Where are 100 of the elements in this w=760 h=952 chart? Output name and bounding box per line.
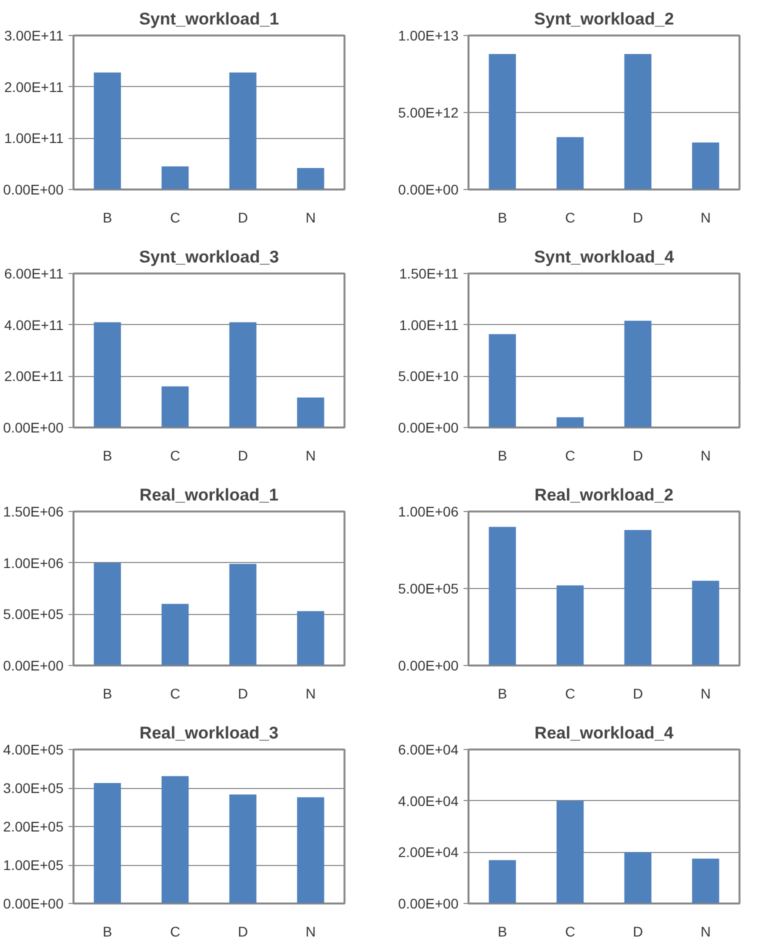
y-tick-label: 4.00E+04	[398, 792, 459, 809]
x-tick-label: D	[632, 448, 643, 464]
bar	[624, 852, 652, 904]
y-tick-label: 2.00E+11	[4, 368, 64, 384]
bar	[94, 562, 121, 666]
x-tick-label: C	[565, 686, 576, 702]
chart-title: Real_workload_2	[534, 486, 674, 504]
bar	[162, 776, 189, 904]
y-tick-label: 5.00E+12	[398, 104, 459, 120]
bar	[94, 322, 121, 428]
y-tick-label: 2.00E+05	[3, 818, 64, 834]
x-tick-label: D	[632, 210, 643, 226]
x-tick-label: B	[498, 210, 508, 226]
bar	[94, 72, 121, 190]
bar	[297, 168, 324, 190]
y-tick-label: 1.00E+13	[398, 28, 459, 44]
y-tick-label: 1.00E+05	[3, 857, 64, 873]
y-tick-label: 1.50E+11	[399, 266, 459, 282]
y-tick-label: 2.00E+11	[4, 78, 64, 95]
y-tick-label: 4.00E+11	[4, 316, 64, 333]
y-tick-label: 0.00E+00	[398, 896, 459, 912]
bar	[624, 54, 652, 190]
x-tick-label: C	[170, 686, 180, 702]
bar	[297, 797, 324, 904]
x-tick-label: N	[700, 210, 711, 226]
y-tick-label: 5.00E+05	[398, 580, 459, 596]
x-tick-label: B	[102, 686, 112, 702]
bar	[162, 386, 189, 428]
bar	[624, 320, 652, 428]
y-tick-label: 3.00E+05	[3, 780, 64, 796]
x-tick-label: N	[700, 924, 711, 940]
x-tick-label: B	[498, 924, 508, 940]
y-tick-label: 5.00E+10	[398, 368, 459, 384]
x-tick-label: C	[565, 448, 576, 464]
y-tick-label: 1.00E+06	[3, 554, 64, 571]
x-tick-label: N	[306, 924, 316, 940]
bar	[556, 585, 584, 666]
x-tick-label: D	[238, 210, 248, 226]
x-tick-label: B	[498, 448, 508, 464]
y-tick-label: 2.00E+04	[398, 844, 459, 860]
y-tick-label: 0.00E+00	[398, 420, 459, 436]
bar	[488, 54, 516, 190]
x-tick-label: B	[498, 686, 508, 702]
bar	[556, 137, 584, 190]
y-tick-label: 0.00E+00	[398, 658, 459, 674]
bar	[692, 858, 720, 904]
x-tick-label: N	[306, 686, 316, 702]
bar	[162, 166, 189, 190]
chart-title: Synt_workload_2	[534, 10, 674, 28]
x-tick-label: B	[102, 924, 112, 940]
x-tick-label: N	[700, 448, 711, 464]
x-tick-label: D	[238, 448, 248, 464]
y-tick-label: 0.00E+00	[3, 896, 64, 912]
x-tick-label: D	[238, 686, 248, 702]
y-tick-label: 0.00E+00	[3, 658, 64, 674]
x-tick-label: N	[700, 686, 711, 702]
bar	[624, 530, 652, 666]
y-tick-label: 1.00E+11	[4, 130, 64, 146]
chart-title: Synt_workload_1	[139, 10, 279, 28]
x-tick-label: N	[306, 210, 316, 226]
y-tick-label: 3.00E+11	[4, 28, 64, 44]
y-tick-label: 6.00E+04	[398, 742, 459, 758]
bar	[488, 334, 516, 428]
x-tick-label: D	[238, 924, 248, 940]
bar	[94, 782, 121, 904]
chart-title: Synt_workload_3	[139, 248, 279, 266]
x-tick-label: B	[102, 448, 112, 464]
bar	[229, 794, 256, 904]
bar	[692, 580, 720, 666]
x-tick-label: D	[632, 924, 643, 940]
bar	[488, 860, 516, 904]
y-tick-label: 0.00E+00	[3, 420, 64, 436]
bar	[229, 322, 256, 428]
y-tick-label: 0.00E+00	[398, 182, 459, 198]
y-tick-label: 1.00E+06	[398, 504, 459, 520]
x-tick-label: B	[102, 210, 112, 226]
bar	[297, 611, 324, 666]
x-tick-label: C	[565, 210, 576, 226]
bar	[229, 72, 256, 190]
x-tick-label: D	[632, 686, 643, 702]
bar	[162, 604, 189, 666]
x-tick-label: C	[170, 924, 180, 940]
y-tick-label: 1.50E+06	[3, 504, 64, 520]
y-tick-label: 4.00E+05	[3, 742, 64, 758]
x-tick-label: C	[170, 448, 180, 464]
x-tick-label: N	[306, 448, 316, 464]
y-tick-label: 5.00E+05	[3, 606, 64, 622]
x-tick-label: C	[565, 924, 576, 940]
bar	[297, 397, 324, 428]
chart-title: Real_workload_1	[140, 486, 278, 504]
x-tick-label: C	[170, 210, 180, 226]
bar	[229, 564, 256, 666]
bar	[488, 526, 516, 666]
chart-title: Real_workload_3	[140, 724, 278, 742]
y-tick-label: 6.00E+11	[4, 266, 64, 282]
y-tick-label: 1.00E+11	[399, 316, 459, 333]
chart-title: Real_workload_4	[534, 724, 674, 742]
chart-title: Synt_workload_4	[534, 248, 674, 266]
bar	[692, 142, 720, 190]
bar	[556, 800, 584, 904]
